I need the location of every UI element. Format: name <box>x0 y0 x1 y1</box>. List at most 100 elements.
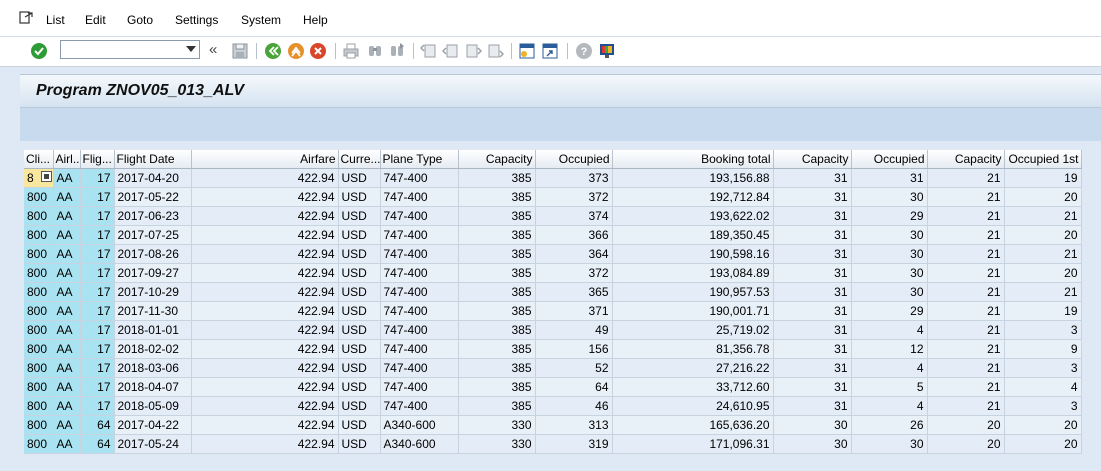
cell-flight-number[interactable]: 17 <box>80 301 115 321</box>
table-row[interactable]: 800 AA 17 2017-11-30 422.94 USD 747-400 385 371 1… <box>24 301 1082 321</box>
cell-booking-total[interactable]: 25,719.02 <box>612 320 774 340</box>
col-header-client[interactable]: Cli... <box>24 150 54 169</box>
cell-capacity[interactable]: 385 <box>458 187 536 207</box>
cell-occupied-business[interactable]: 30 <box>851 282 928 302</box>
cell-currency[interactable]: USD <box>338 263 381 283</box>
cell-airline[interactable]: AA <box>53 301 81 321</box>
cell-occupied-first[interactable]: 20 <box>1004 187 1082 207</box>
cell-flight-date[interactable]: 2017-11-30 <box>114 301 192 321</box>
cell-occupied-business[interactable]: 12 <box>851 339 928 359</box>
cell-booking-total[interactable]: 193,622.02 <box>612 206 774 226</box>
cancel-icon[interactable] <box>309 42 327 60</box>
col-header-airline[interactable]: Airl... <box>53 150 81 169</box>
cell-airline[interactable]: AA <box>53 206 81 226</box>
cell-airline[interactable]: AA <box>53 320 81 340</box>
cell-occupied[interactable]: 371 <box>535 301 613 321</box>
cell-occupied[interactable]: 46 <box>535 396 613 416</box>
cell-client[interactable]: 800 <box>24 358 54 378</box>
generate-shortcut-icon[interactable] <box>541 42 559 60</box>
cell-capacity-business[interactable]: 31 <box>773 263 852 283</box>
next-page-icon[interactable] <box>464 42 482 60</box>
cell-occupied[interactable]: 313 <box>535 415 613 435</box>
cell-booking-total[interactable]: 193,156.88 <box>612 168 774 188</box>
col-header-plane-type[interactable]: Plane Type <box>380 150 459 169</box>
cell-plane-type[interactable]: A340-600 <box>380 434 459 454</box>
table-row[interactable]: 800 AA 64 2017-04-22 422.94 USD A340-600 330 313… <box>24 415 1082 435</box>
cell-currency[interactable]: USD <box>338 187 381 207</box>
menu-edit[interactable]: Edit <box>85 13 106 27</box>
cell-occupied-business[interactable]: 4 <box>851 396 928 416</box>
cell-occupied-business[interactable]: 31 <box>851 168 928 188</box>
help-icon[interactable]: ? <box>575 42 593 60</box>
cell-capacity-business[interactable]: 31 <box>773 301 852 321</box>
cell-plane-type[interactable]: 747-400 <box>380 320 459 340</box>
cell-capacity-business[interactable]: 31 <box>773 244 852 264</box>
cell-client[interactable]: 800 <box>24 377 54 397</box>
col-header-airfare[interactable]: Airfare <box>191 150 339 169</box>
cell-occupied-business[interactable]: 30 <box>851 225 928 245</box>
cell-airline[interactable]: AA <box>53 434 81 454</box>
cell-currency[interactable]: USD <box>338 377 381 397</box>
cell-occupied[interactable]: 365 <box>535 282 613 302</box>
table-row[interactable]: 800 AA 64 2017-05-24 422.94 USD A340-600 330 319… <box>24 434 1082 454</box>
col-header-occupied[interactable]: Occupied <box>535 150 613 169</box>
cell-occupied-first[interactable]: 20 <box>1004 225 1082 245</box>
cell-flight-date[interactable]: 2017-10-29 <box>114 282 192 302</box>
cell-flight-number[interactable]: 17 <box>80 225 115 245</box>
cell-currency[interactable]: USD <box>338 301 381 321</box>
cell-capacity-business[interactable]: 31 <box>773 225 852 245</box>
table-row[interactable]: 800 AA 17 2018-04-07 422.94 USD 747-400 385 64 33… <box>24 377 1082 397</box>
cell-occupied-first[interactable]: 9 <box>1004 339 1082 359</box>
col-header-capacity-first[interactable]: Capacity <box>927 150 1005 169</box>
cell-occupied[interactable]: 374 <box>535 206 613 226</box>
cell-capacity-business[interactable]: 31 <box>773 339 852 359</box>
menu-system[interactable]: System <box>241 13 282 27</box>
cell-occupied[interactable]: 366 <box>535 225 613 245</box>
col-header-booking-total[interactable]: Booking total <box>612 150 774 169</box>
table-row[interactable]: 800 AA 17 2017-08-26 422.94 USD 747-400 385 364 1… <box>24 244 1082 264</box>
cell-airfare[interactable]: 422.94 <box>191 282 339 302</box>
cell-airfare[interactable]: 422.94 <box>191 396 339 416</box>
col-header-occupied-business[interactable]: Occupied <box>851 150 928 169</box>
cell-airfare[interactable]: 422.94 <box>191 434 339 454</box>
cell-flight-number[interactable]: 17 <box>80 168 115 188</box>
cell-airline[interactable]: AA <box>53 282 81 302</box>
last-page-icon[interactable] <box>486 42 504 60</box>
cell-currency[interactable]: USD <box>338 320 381 340</box>
cell-capacity[interactable]: 385 <box>458 225 536 245</box>
cell-currency[interactable]: USD <box>338 339 381 359</box>
table-row[interactable]: 800 AA 17 2018-03-06 422.94 USD 747-400 385 52 27… <box>24 358 1082 378</box>
cell-capacity-first[interactable]: 21 <box>927 339 1005 359</box>
cell-airfare[interactable]: 422.94 <box>191 168 339 188</box>
cell-flight-date[interactable]: 2017-07-25 <box>114 225 192 245</box>
customize-layout-icon[interactable] <box>598 42 616 60</box>
cell-airfare[interactable]: 422.94 <box>191 339 339 359</box>
cell-flight-date[interactable]: 2018-01-01 <box>114 320 192 340</box>
table-row[interactable]: 800 AA 17 2017-09-27 422.94 USD 747-400 385 372 1… <box>24 263 1082 283</box>
cell-currency[interactable]: USD <box>338 396 381 416</box>
cell-flight-date[interactable]: 2018-04-07 <box>114 377 192 397</box>
cell-occupied-business[interactable]: 30 <box>851 263 928 283</box>
cell-currency[interactable]: USD <box>338 168 381 188</box>
cell-occupied-business[interactable]: 26 <box>851 415 928 435</box>
cell-booking-total[interactable]: 24,610.95 <box>612 396 774 416</box>
cell-flight-number[interactable]: 17 <box>80 187 115 207</box>
cell-plane-type[interactable]: 747-400 <box>380 377 459 397</box>
cell-currency[interactable]: USD <box>338 244 381 264</box>
table-row[interactable]: 800 AA 17 2018-01-01 422.94 USD 747-400 385 49 25… <box>24 320 1082 340</box>
cell-booking-total[interactable]: 189,350.45 <box>612 225 774 245</box>
cell-airline[interactable]: AA <box>53 263 81 283</box>
cell-booking-total[interactable]: 171,096.31 <box>612 434 774 454</box>
cell-airfare[interactable]: 422.94 <box>191 301 339 321</box>
table-row[interactable]: 800 AA 17 2017-10-29 422.94 USD 747-400 385 365 1… <box>24 282 1082 302</box>
table-row[interactable]: 800 AA 17 2018-05-09 422.94 USD 747-400 385 46 24… <box>24 396 1082 416</box>
cell-client[interactable]: 800 <box>24 263 54 283</box>
cell-airline[interactable]: AA <box>53 168 81 188</box>
cell-capacity-first[interactable]: 21 <box>927 206 1005 226</box>
cell-occupied[interactable]: 64 <box>535 377 613 397</box>
cell-flight-number[interactable]: 17 <box>80 339 115 359</box>
cell-client[interactable]: 800 <box>24 339 54 359</box>
find-icon[interactable] <box>366 42 384 60</box>
cell-capacity-first[interactable]: 21 <box>927 187 1005 207</box>
cell-currency[interactable]: USD <box>338 358 381 378</box>
